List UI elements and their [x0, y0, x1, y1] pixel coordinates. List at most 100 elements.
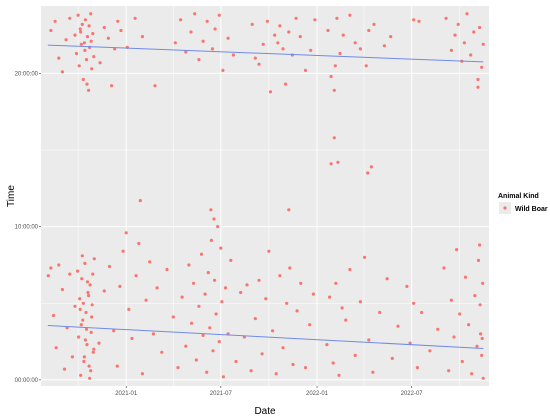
- data-point: [102, 289, 106, 293]
- data-point: [144, 298, 148, 302]
- data-point: [86, 290, 90, 295]
- data-point: [190, 321, 194, 325]
- data-point: [212, 217, 216, 221]
- data-point: [271, 329, 275, 333]
- data-point: [90, 303, 94, 307]
- data-point: [84, 327, 89, 331]
- x-tick-label: 2022-07: [401, 391, 424, 397]
- data-point: [205, 370, 209, 374]
- data-point: [171, 315, 175, 319]
- data-point: [97, 341, 101, 345]
- data-point: [217, 340, 221, 344]
- data-point: [313, 18, 317, 22]
- data-point: [449, 298, 453, 302]
- data-point: [329, 74, 333, 79]
- data-point: [70, 355, 74, 359]
- data-point: [91, 31, 95, 36]
- data-point: [479, 332, 483, 336]
- data-point: [260, 352, 264, 356]
- data-point: [205, 19, 209, 23]
- data-point: [442, 266, 446, 270]
- data-point: [412, 301, 416, 305]
- data-point: [309, 48, 313, 53]
- data-point: [294, 16, 298, 20]
- data-point: [298, 35, 302, 39]
- data-point: [76, 269, 80, 273]
- data-point: [353, 41, 357, 45]
- data-point: [332, 88, 336, 92]
- data-point: [396, 324, 400, 328]
- data-point: [478, 25, 482, 30]
- data-point: [85, 82, 89, 86]
- data-point: [249, 369, 253, 373]
- data-point: [281, 47, 285, 51]
- data-point: [405, 284, 409, 288]
- data-point: [299, 281, 303, 285]
- data-point: [473, 294, 477, 298]
- legend-key-point: [503, 206, 507, 210]
- data-point: [199, 252, 204, 256]
- minor-gridlines: [41, 6, 489, 386]
- data-point: [369, 165, 373, 169]
- data-point: [335, 16, 339, 20]
- data-point: [160, 350, 164, 354]
- legend-title: Animal Kind: [498, 193, 539, 200]
- data-point: [303, 68, 308, 72]
- data-point: [54, 346, 58, 350]
- data-point: [57, 263, 61, 267]
- data-point: [444, 16, 448, 20]
- data-point: [89, 330, 93, 334]
- data-point: [87, 88, 91, 92]
- data-point: [90, 67, 94, 71]
- data-point: [130, 336, 134, 341]
- data-point: [197, 304, 201, 308]
- data-point: [179, 18, 183, 22]
- x-tick-label: 2022-01: [306, 391, 329, 397]
- data-point: [89, 369, 93, 373]
- data-point: [476, 258, 481, 262]
- data-point: [85, 280, 90, 284]
- data-point: [78, 307, 82, 311]
- data-point: [303, 366, 308, 370]
- data-point: [476, 85, 480, 89]
- data-point: [229, 258, 233, 262]
- data-point: [475, 344, 479, 348]
- data-point: [273, 33, 277, 37]
- data-point: [77, 335, 81, 339]
- data-point: [189, 30, 193, 34]
- data-point: [478, 303, 482, 307]
- data-point: [92, 257, 96, 261]
- data-point: [344, 318, 348, 322]
- data-point: [106, 36, 110, 40]
- data-point: [372, 22, 376, 26]
- data-point: [447, 369, 451, 373]
- data-point: [208, 326, 212, 330]
- data-point: [77, 64, 81, 68]
- data-point: [325, 343, 329, 347]
- data-point: [268, 90, 273, 94]
- trend-line: [47, 324, 484, 349]
- data-point: [118, 284, 122, 288]
- data-point: [261, 42, 265, 46]
- data-point: [73, 304, 77, 308]
- data-point: [92, 347, 96, 351]
- data-point: [348, 267, 352, 272]
- data-point: [137, 241, 141, 246]
- data-point: [116, 19, 120, 23]
- data-point: [151, 332, 155, 336]
- data-point: [220, 300, 224, 304]
- data-point: [79, 30, 83, 34]
- data-point: [363, 255, 367, 259]
- y-axis-ticks: 00:00:00 10:00:00 20:00:00: [15, 71, 41, 384]
- data-point: [102, 25, 106, 30]
- data-point: [68, 16, 72, 20]
- data-points: [46, 12, 485, 380]
- data-point: [353, 353, 357, 357]
- data-point: [274, 372, 278, 376]
- data-point: [184, 344, 188, 348]
- x-tick-label: 2021-07: [210, 391, 233, 397]
- data-point: [138, 199, 142, 203]
- data-point: [436, 327, 440, 331]
- data-point: [328, 295, 332, 299]
- data-point: [467, 323, 471, 327]
